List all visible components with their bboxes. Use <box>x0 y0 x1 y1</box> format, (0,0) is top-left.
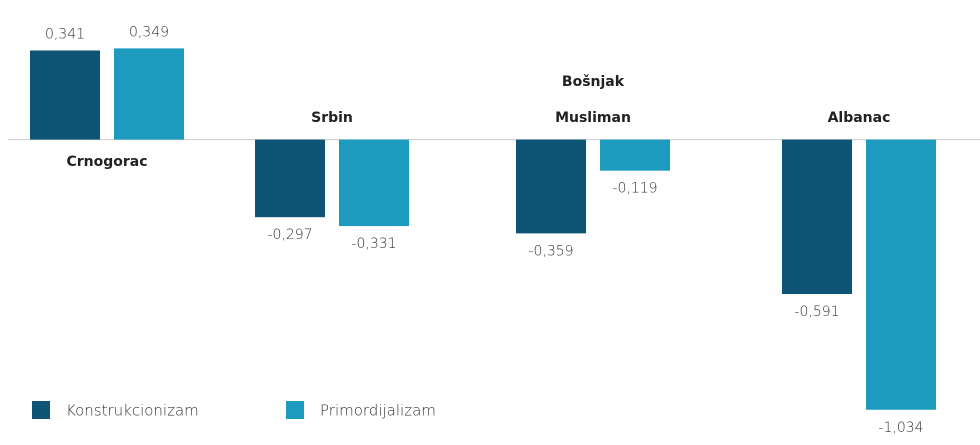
bar <box>255 139 325 218</box>
bar <box>114 48 184 140</box>
category-label: Bošnjak Musliman <box>555 73 631 126</box>
bar <box>516 139 586 234</box>
bar <box>866 139 936 410</box>
category-label: Srbin <box>311 109 353 126</box>
category-label: Crnogorac <box>66 153 148 170</box>
bar <box>782 139 852 295</box>
legend-label: Primordijalizam <box>320 402 436 420</box>
legend-swatch <box>286 401 304 419</box>
legend-swatch <box>32 401 50 419</box>
value-label: 0,349 <box>129 24 169 40</box>
bar <box>339 139 409 227</box>
category-label: Albanac <box>827 109 891 126</box>
value-label: -0,331 <box>351 236 396 252</box>
value-label: -0,359 <box>528 243 573 259</box>
bar <box>600 139 670 171</box>
value-label: -1,034 <box>878 420 923 436</box>
value-label: -0,591 <box>794 304 839 320</box>
bar <box>30 50 100 140</box>
value-label: -0,297 <box>267 227 312 243</box>
legend-label: Konstrukcionizam <box>66 402 199 420</box>
value-label: 0,341 <box>45 26 85 42</box>
value-label: -0,119 <box>612 181 657 197</box>
